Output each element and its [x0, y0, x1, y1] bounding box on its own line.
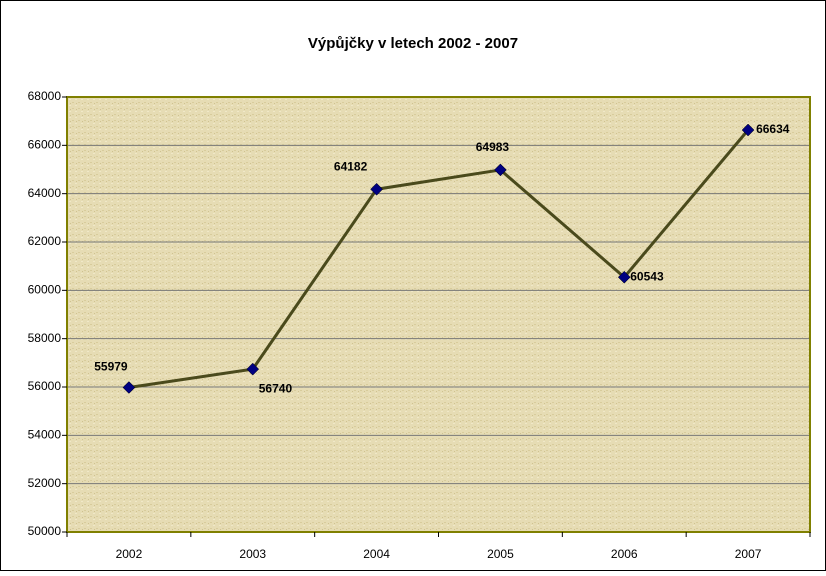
y-tick-label: 62000	[28, 234, 62, 248]
x-tick-label: 2005	[487, 547, 514, 561]
plot-area	[67, 97, 810, 532]
y-tick-label: 60000	[28, 283, 62, 297]
y-tick-label: 64000	[28, 186, 62, 200]
data-label: 60543	[630, 269, 664, 283]
y-tick-label: 56000	[28, 379, 62, 393]
y-tick-label: 58000	[28, 331, 62, 345]
y-tick-label: 52000	[28, 476, 62, 490]
x-tick-label: 2006	[611, 547, 638, 561]
data-marker	[741, 123, 755, 137]
data-marker	[494, 163, 507, 177]
data-label: 64182	[334, 159, 368, 173]
data-label: 64983	[476, 140, 510, 154]
x-tick-label: 2007	[735, 547, 762, 561]
data-marker	[617, 270, 631, 284]
x-tick-label: 2003	[239, 547, 266, 561]
x-tick-label: 2004	[363, 547, 390, 561]
data-label: 55979	[94, 360, 128, 374]
data-marker	[370, 182, 383, 196]
y-tick-label: 68000	[28, 89, 62, 103]
data-marker	[122, 381, 136, 394]
y-tick-label: 66000	[28, 138, 62, 152]
chart-title: Výpůjčky v letech 2002 - 2007	[308, 35, 518, 52]
data-marker	[246, 362, 260, 376]
y-tick-label: 50000	[28, 524, 62, 538]
y-tick-label: 54000	[28, 428, 62, 442]
data-label: 66634	[756, 122, 790, 136]
data-line	[128, 129, 750, 389]
data-label: 56740	[259, 381, 293, 395]
x-tick-label: 2002	[116, 547, 143, 561]
